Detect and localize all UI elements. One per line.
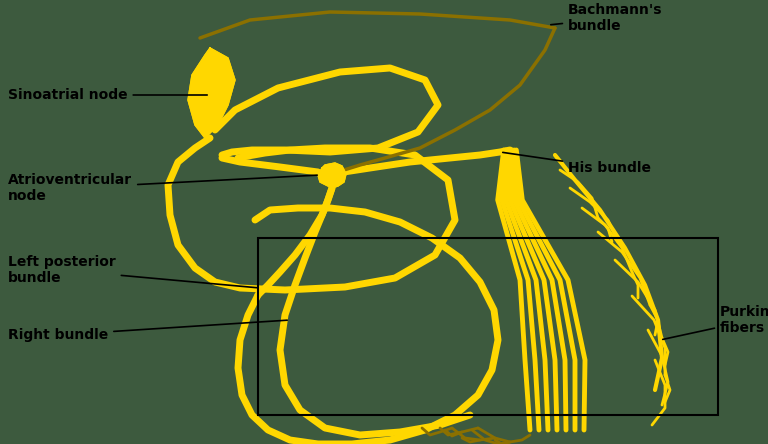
Text: Purkinje
fibers: Purkinje fibers (663, 305, 768, 339)
Bar (258, 238, 718, 415)
Text: Right bundle: Right bundle (8, 320, 287, 342)
Text: Bachmann's
bundle: Bachmann's bundle (551, 3, 663, 33)
Polygon shape (318, 163, 346, 188)
Text: Left posterior
bundle: Left posterior bundle (8, 255, 257, 288)
Text: His bundle: His bundle (503, 152, 651, 175)
Text: Atrioventricular
node: Atrioventricular node (8, 173, 317, 203)
Polygon shape (188, 48, 235, 138)
Text: Sinoatrial node: Sinoatrial node (8, 88, 207, 102)
